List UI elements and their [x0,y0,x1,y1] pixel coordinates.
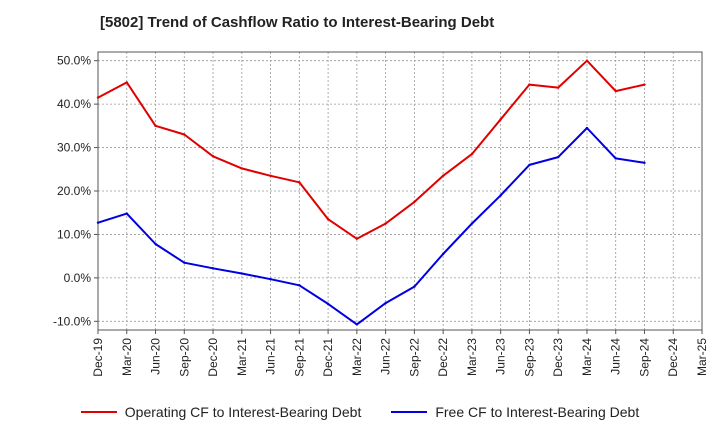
data-point [499,194,502,197]
data-point [499,118,502,121]
x-tick-label: Mar-22 [350,338,364,376]
x-tick-label: Jun-24 [609,338,623,375]
data-point [240,272,244,275]
y-tick-label: 30.0% [57,141,91,155]
data-point [614,157,617,160]
x-tick-label: Dec-19 [91,338,105,377]
data-point [441,252,445,256]
series-layer [96,59,646,326]
data-point [643,83,646,86]
data-point [269,277,272,281]
x-tick-label: Sep-20 [177,338,191,377]
data-point [556,86,560,89]
axis-layer: -10.0% 0.0% 10.0% 20.0% 30.0% 40.0% 50.0% Dec-1… [53,51,709,377]
x-tick-label: Mar-25 [695,338,709,376]
y-tick-label: 50.0% [57,54,91,68]
y-tick-label: 10.0% [57,227,91,241]
data-point [528,163,531,167]
chart-legend: Operating CF to Interest-Bearing Debt Fr… [0,404,720,420]
data-point [298,181,301,184]
data-point [528,83,531,86]
legend-label-operating-cf: Operating CF to Interest-Bearing Debt [124,404,362,420]
x-tick-label: Dec-23 [551,338,565,377]
data-point [211,155,215,158]
series-line-free-cf [97,127,645,326]
data-point [183,261,186,264]
data-point [154,242,157,246]
data-point [470,222,474,225]
data-point [441,174,445,177]
grid-layer [98,52,702,330]
x-tick-label: Sep-21 [292,338,306,377]
x-tick-label: Jun-23 [494,338,508,375]
data-point [183,133,186,136]
data-point [355,323,359,326]
data-point [96,221,100,224]
data-point [240,167,244,170]
y-tick-label: -10.0% [53,314,91,328]
x-tick-label: Mar-24 [580,338,594,376]
data-point [556,155,560,159]
data-point [154,124,157,128]
data-point [326,218,330,221]
data-point [470,152,474,156]
legend-item-operating-cf: Operating CF to Interest-Bearing Debt [80,404,362,420]
data-point [614,89,617,93]
data-point [298,284,301,287]
series-line-operating-cf [97,59,645,240]
data-point [585,126,589,130]
x-tick-label: Sep-23 [522,338,536,377]
data-point [326,302,330,306]
x-tick-label: Dec-22 [436,338,450,377]
legend-item-free-cf: Free CF to Interest-Bearing Debt [391,404,639,420]
x-tick-label: Mar-20 [120,338,134,376]
data-point [384,222,387,225]
x-tick-label: Dec-20 [206,338,220,377]
data-point [413,200,416,204]
data-point [643,161,646,164]
x-tick-label: Sep-24 [637,338,651,377]
data-point [211,267,215,270]
x-tick-label: Mar-21 [235,338,249,376]
data-point [96,96,100,99]
x-tick-label: Jun-22 [379,338,393,375]
legend-swatch-free-cf [391,411,428,413]
x-tick-label: Sep-22 [407,338,421,377]
chart-title: [5802] Trend of Cashflow Ratio to Intere… [100,14,495,31]
data-point [355,237,359,240]
y-tick-label: 40.0% [57,97,91,111]
y-tick-label: 20.0% [57,184,91,198]
x-tick-label: Dec-21 [321,338,335,377]
data-point [125,212,128,215]
data-point [125,81,128,84]
data-point [585,59,589,62]
x-tick-label: Dec-24 [666,338,680,377]
x-tick-label: Mar-23 [465,338,479,376]
legend-swatch-operating-cf [80,411,117,413]
legend-label-free-cf: Free CF to Interest-Bearing Debt [435,404,640,420]
x-tick-label: Jun-20 [149,338,163,375]
data-point [384,301,387,305]
data-point [413,285,416,288]
y-tick-label: 0.0% [64,271,92,285]
x-tick-label: Jun-21 [264,338,278,375]
data-point [269,174,272,177]
